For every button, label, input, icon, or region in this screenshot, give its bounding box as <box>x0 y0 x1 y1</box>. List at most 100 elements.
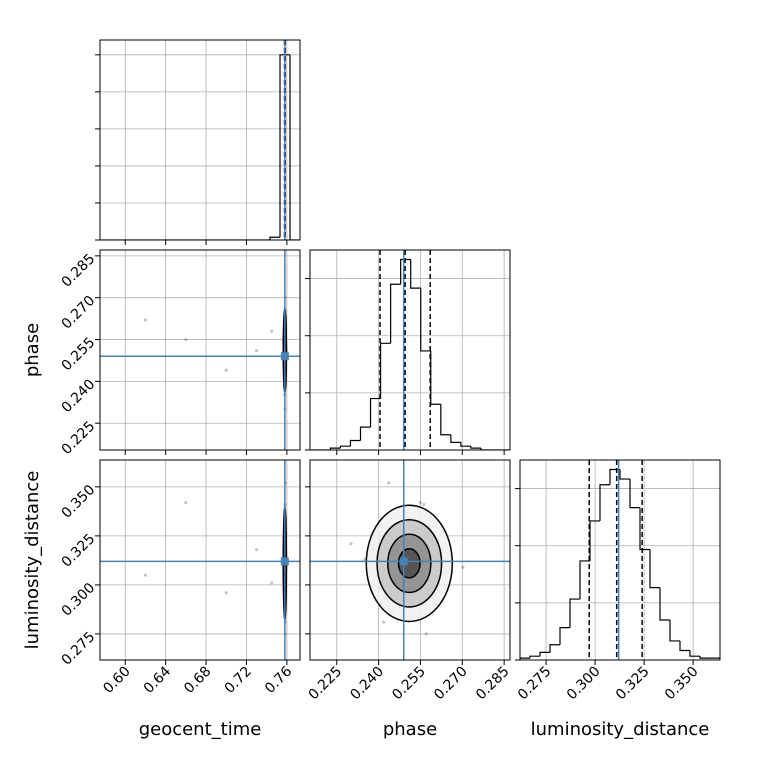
y-tick-label: 0.275 <box>59 629 99 669</box>
y-tick-label: 0.240 <box>59 376 99 416</box>
panel <box>100 40 300 240</box>
x-axis-label: geocent_time <box>139 719 262 740</box>
panel <box>100 460 300 660</box>
histogram-bin <box>369 397 381 428</box>
x-tick-label: 0.285 <box>473 664 513 704</box>
y-tick-label: 0.325 <box>59 531 99 571</box>
histogram-bin <box>559 627 570 645</box>
y-tick-label: 0.255 <box>59 335 99 375</box>
x-tick-label: 0.68 <box>181 664 214 697</box>
histogram-bin <box>470 446 481 449</box>
histogram-bin <box>549 644 560 653</box>
histogram-bin <box>329 447 341 450</box>
sample-point <box>224 591 228 595</box>
histogram-bin <box>529 655 540 659</box>
histogram-bin <box>349 439 361 447</box>
histogram-bin <box>669 620 680 642</box>
panel-frame <box>99 249 301 451</box>
histogram-bin <box>569 598 580 628</box>
histogram-bin <box>480 448 492 450</box>
histogram-bin <box>649 549 660 589</box>
histogram-bin <box>359 426 371 441</box>
histogram-bin <box>710 657 720 660</box>
panel-frame <box>519 459 721 661</box>
histogram-bin <box>390 283 401 344</box>
histogram-bin <box>410 259 421 289</box>
histogram-bin <box>699 656 710 659</box>
x-tick-label: 0.76 <box>262 663 295 696</box>
histogram-bin <box>339 445 351 449</box>
x-tick-label: 0.255 <box>389 664 429 704</box>
y-tick-label: 0.225 <box>59 418 99 458</box>
x-tick-label: 0.350 <box>662 664 702 704</box>
x-tick-label: 0.275 <box>515 664 555 704</box>
histogram-bin <box>420 288 431 352</box>
histogram-bin <box>450 434 461 443</box>
sample-point <box>184 337 188 342</box>
sample-point <box>418 500 423 505</box>
sample-point <box>143 573 148 577</box>
histogram-bin <box>619 469 630 480</box>
sample-point <box>143 318 148 322</box>
panel <box>310 250 510 450</box>
histogram-bin <box>629 479 640 509</box>
sample-point <box>382 620 386 624</box>
panel <box>310 460 510 660</box>
panel <box>100 250 300 450</box>
x-axis-label: phase <box>383 719 437 740</box>
sample-point <box>387 481 391 485</box>
sample-point <box>270 329 274 333</box>
truth-marker <box>280 557 289 566</box>
panel-frame <box>309 249 511 451</box>
histogram-bin <box>460 442 471 447</box>
y-axis-label: phase <box>22 323 43 377</box>
histogram-bin <box>520 657 530 660</box>
histogram-bin <box>599 484 610 521</box>
x-tick-label: 0.72 <box>222 664 255 697</box>
sample-point <box>184 500 188 505</box>
y-tick-label: 0.285 <box>59 251 99 291</box>
truth-marker <box>280 352 289 361</box>
sample-point <box>461 565 465 569</box>
histogram-bin <box>440 404 451 436</box>
y-tick-label: 0.270 <box>59 293 99 333</box>
histogram-bin <box>269 236 280 240</box>
sample-point <box>270 581 274 585</box>
histogram-bin <box>279 54 290 238</box>
x-axis-label: luminosity_distance <box>531 719 710 740</box>
histogram-bin <box>639 507 650 551</box>
x-tick-label: 0.64 <box>141 663 174 696</box>
sample-point <box>349 542 353 546</box>
panel-frame <box>309 459 511 661</box>
histogram-bin <box>379 342 391 399</box>
sample-point <box>254 548 259 552</box>
x-tick-label: 0.60 <box>100 664 133 697</box>
y-tick-label: 0.350 <box>59 482 99 522</box>
y-axis-label: luminosity_distance <box>22 471 43 650</box>
sample-point <box>422 502 426 507</box>
histogram-bin <box>689 650 700 657</box>
x-tick-label: 0.240 <box>347 664 387 704</box>
sample-point <box>254 349 259 353</box>
histogram-bin <box>539 651 550 657</box>
panel-frame <box>99 459 301 661</box>
sample-point <box>224 368 228 372</box>
histogram-bin <box>579 560 590 600</box>
panel <box>520 460 720 660</box>
sample-point <box>424 632 428 636</box>
x-tick-label: 0.225 <box>306 664 346 704</box>
histogram-bin <box>589 520 600 561</box>
histogram-bin <box>659 587 670 621</box>
histogram-bin <box>679 640 690 652</box>
y-tick-label: 0.300 <box>59 580 99 620</box>
x-tick-label: 0.270 <box>431 664 471 704</box>
truth-marker <box>399 557 408 566</box>
histogram-bin <box>289 54 300 240</box>
histogram-bin <box>400 258 411 285</box>
x-tick-label: 0.300 <box>564 664 604 704</box>
histogram-bin <box>430 350 441 405</box>
x-tick-label: 0.325 <box>613 664 653 704</box>
panel-frame <box>99 39 301 241</box>
